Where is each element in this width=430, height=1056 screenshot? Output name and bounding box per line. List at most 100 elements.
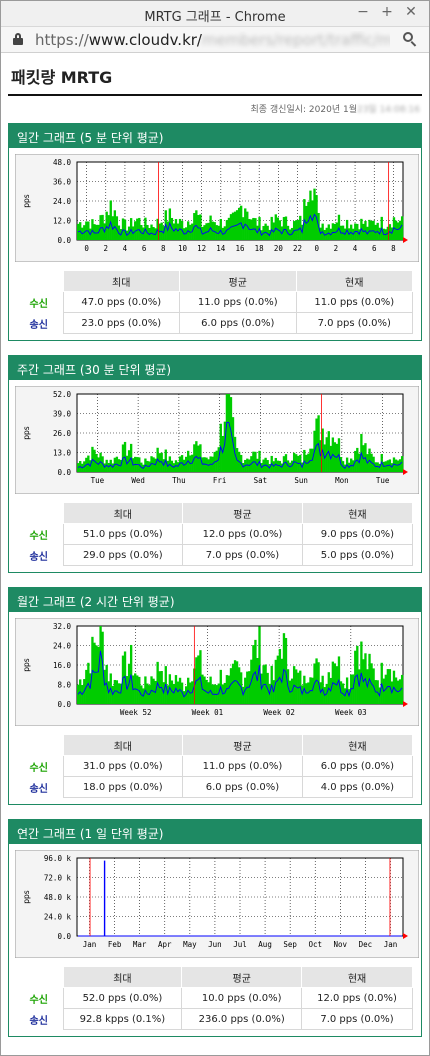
x-tick-label: 2 bbox=[104, 244, 109, 253]
row-label-in: 수신 bbox=[29, 530, 48, 542]
in-bar bbox=[97, 646, 100, 704]
x-tick-label: Tue bbox=[91, 476, 105, 485]
graph-panel: 주간 그래프 (30 분 단위 평균) 0.0 13.0 26.0 39.0 52.0 p… bbox=[8, 355, 422, 573]
in-bar bbox=[244, 459, 247, 472]
x-tick-label: Week 03 bbox=[335, 708, 367, 717]
in-bar bbox=[229, 397, 233, 472]
x-tick-label: 8 bbox=[161, 244, 166, 253]
y-tick-label: 13.0 bbox=[53, 449, 72, 458]
stats-table: 최대 평균 현재 수신 31.0 pps (0.0%) 11.0 pps (0.… bbox=[15, 734, 414, 798]
in-bar bbox=[315, 658, 318, 704]
in-bar bbox=[370, 221, 373, 240]
x-tick-label: Thu bbox=[172, 476, 186, 485]
in-max: 51.0 pps (0.0%) bbox=[62, 523, 184, 545]
in-bar bbox=[136, 218, 139, 240]
in-bar bbox=[225, 675, 229, 704]
in-bar bbox=[107, 462, 110, 472]
in-bar bbox=[398, 220, 402, 240]
out-avg: 236.0 pps (0.0%) bbox=[181, 1008, 303, 1030]
in-bar bbox=[264, 223, 267, 240]
in-bar bbox=[99, 626, 102, 704]
in-bar bbox=[117, 683, 121, 704]
y-tick-label: 48.0 k bbox=[44, 893, 72, 902]
zoom-icon[interactable] bbox=[403, 32, 417, 47]
out-max: 23.0 pps (0.0%) bbox=[62, 312, 180, 334]
in-bar bbox=[174, 675, 178, 704]
y-tick-label: 8.0 bbox=[57, 681, 71, 690]
x-tick-label: Week 01 bbox=[192, 708, 224, 717]
in-bar bbox=[382, 461, 385, 472]
window-title: MRTG 그래프 - Chrome bbox=[144, 10, 286, 25]
in-bar bbox=[396, 222, 400, 240]
in-bar bbox=[274, 214, 277, 240]
in-bar bbox=[384, 461, 387, 472]
x-tick-label: 20 bbox=[274, 244, 284, 253]
page-content: 패킷량 MRTG 최종 갱신일시: 2020년 1월23일 14:08:16 일… bbox=[1, 53, 429, 1037]
in-max: 31.0 pps (0.0%) bbox=[62, 755, 184, 777]
url-text[interactable]: https://www.cloudv.kr/members/report/tra… bbox=[35, 31, 390, 49]
in-bar bbox=[119, 683, 123, 704]
last-updated: 최종 갱신일시: 2020년 1월23일 14:08:16 bbox=[8, 96, 422, 123]
in-bar bbox=[176, 223, 180, 240]
panel-body: 0.0 8.0 16.0 24.0 32.0 pps Week 52 Week 01 Week … bbox=[9, 612, 421, 804]
in-bar bbox=[368, 219, 371, 240]
header-blank bbox=[15, 502, 63, 524]
x-tick-label: Sep bbox=[283, 940, 297, 949]
x-tick-label: Dec bbox=[359, 940, 373, 949]
in-bar bbox=[276, 217, 280, 240]
in-avg: 12.0 pps (0.0%) bbox=[182, 523, 303, 545]
y-axis-label: pps bbox=[22, 426, 31, 440]
maximize-icon[interactable]: + bbox=[381, 4, 393, 20]
y-tick-label: 0.0 bbox=[57, 932, 71, 941]
in-bar bbox=[178, 218, 182, 240]
x-tick-label: 0 bbox=[314, 244, 319, 253]
in-bar bbox=[295, 454, 298, 472]
in-bar bbox=[398, 459, 402, 472]
traffic-graph: 0.0 13.0 26.0 39.0 52.0 pps Tue Wed Thu Fri Sat Sun… bbox=[15, 386, 419, 494]
in-bar bbox=[115, 680, 119, 704]
x-tick-label: Mon bbox=[335, 476, 349, 485]
y-tick-label: 24.0 bbox=[53, 197, 72, 206]
in-bar bbox=[274, 457, 277, 472]
minimize-icon[interactable]: − bbox=[357, 4, 369, 20]
in-bar bbox=[93, 642, 96, 704]
in-bar bbox=[170, 680, 174, 704]
in-bar bbox=[231, 663, 235, 704]
header-avg: 평균 bbox=[179, 270, 297, 292]
x-tick-label: Nov bbox=[334, 940, 348, 949]
in-bar bbox=[305, 683, 308, 704]
in-bar bbox=[233, 660, 237, 704]
panel-body: 0.0 12.0 24.0 36.0 48.0 pps 0 2 4 6 8 10 12 14 16 18 20 2… bbox=[9, 148, 421, 340]
lock-icon[interactable] bbox=[13, 33, 23, 45]
in-bar bbox=[152, 457, 155, 472]
in-bar bbox=[182, 691, 186, 704]
row-label-in: 수신 bbox=[29, 762, 48, 774]
in-bar bbox=[109, 459, 112, 472]
axis-arrow bbox=[403, 237, 408, 243]
close-icon[interactable]: ✕ bbox=[405, 4, 417, 20]
in-avg: 11.0 pps (0.0%) bbox=[179, 291, 297, 313]
out-max: 29.0 pps (0.0%) bbox=[62, 544, 184, 566]
y-tick-label: 26.0 bbox=[53, 429, 72, 438]
y-tick-label: 24.0 bbox=[53, 642, 72, 651]
header-blank bbox=[15, 966, 63, 988]
y-tick-label: 39.0 bbox=[53, 410, 72, 419]
in-bar bbox=[158, 453, 161, 472]
axis-arrow bbox=[403, 933, 408, 939]
in-bar bbox=[394, 459, 398, 472]
address-bar[interactable]: https://www.cloudv.kr/members/report/tra… bbox=[1, 27, 429, 53]
in-bar bbox=[123, 219, 127, 240]
in-current: 12.0 pps (0.0%) bbox=[301, 987, 413, 1009]
in-bar bbox=[205, 223, 208, 240]
in-bar bbox=[396, 460, 400, 472]
in-bar bbox=[184, 456, 188, 472]
x-tick-label: Jan bbox=[384, 940, 398, 949]
y-axis-label: pps bbox=[22, 890, 31, 904]
url-path: members/report/traffic/mrtg... bbox=[201, 31, 390, 49]
in-bar bbox=[331, 223, 335, 240]
x-tick-label: Week 52 bbox=[120, 708, 152, 717]
title-bar[interactable]: MRTG 그래프 - Chrome − + ✕ bbox=[1, 1, 429, 27]
header-avg: 평균 bbox=[182, 502, 303, 524]
in-bar bbox=[246, 671, 249, 704]
in-max: 52.0 pps (0.0%) bbox=[62, 987, 183, 1009]
